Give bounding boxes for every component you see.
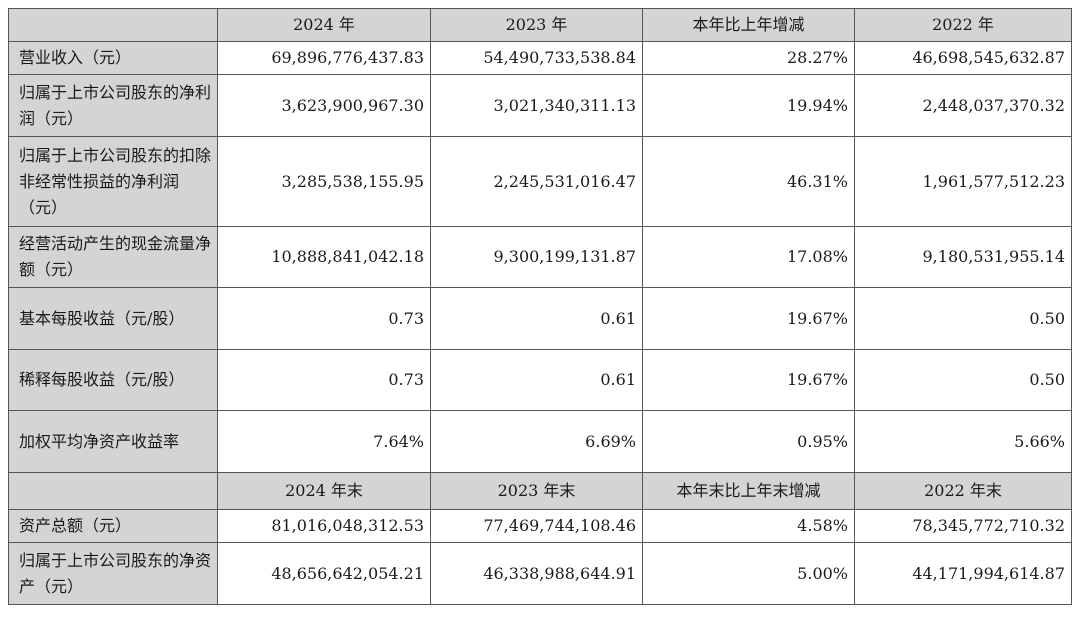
cell-2024: 0.73	[217, 287, 431, 350]
header-corner-cell	[8, 472, 218, 510]
cell-2023: 9,300,199,131.87	[430, 226, 643, 288]
header-year-end-2024: 2024 年末	[217, 472, 431, 510]
header-year-end-change: 本年末比上年末增减	[642, 472, 855, 510]
row-label: 资产总额（元）	[8, 509, 218, 543]
cell-2023: 0.61	[430, 349, 643, 411]
cell-2023: 6.69%	[430, 410, 643, 473]
header-row-annual: 2024 年 2023 年 本年比上年增减 2022 年	[8, 8, 1072, 42]
cell-2023: 77,469,744,108.46	[430, 509, 643, 543]
cell-2024: 81,016,048,312.53	[217, 509, 431, 543]
cell-2023: 3,021,340,311.13	[430, 74, 643, 137]
header-year-2024: 2024 年	[217, 8, 431, 42]
cell-2022: 0.50	[854, 287, 1072, 350]
cell-2024: 69,896,776,437.83	[217, 41, 431, 75]
cell-2022: 9,180,531,955.14	[854, 226, 1072, 288]
cell-2024: 0.73	[217, 349, 431, 411]
cell-change: 0.95%	[642, 410, 855, 473]
row-label: 经营活动产生的现金流量净额（元）	[8, 226, 218, 288]
cell-2022: 78,345,772,710.32	[854, 509, 1072, 543]
table-row-total-assets: 资产总额（元） 81,016,048,312.53 77,469,744,108…	[8, 509, 1072, 543]
table-row-revenue: 营业收入（元） 69,896,776,437.83 54,490,733,538…	[8, 41, 1072, 75]
row-label: 归属于上市公司股东的扣除非经常性损益的净利润（元）	[8, 136, 218, 227]
table-row-roe: 加权平均净资产收益率 7.64% 6.69% 0.95% 5.66%	[8, 410, 1072, 473]
header-year-2022: 2022 年	[854, 8, 1072, 42]
cell-2024: 48,656,642,054.21	[217, 542, 431, 605]
cell-2023: 0.61	[430, 287, 643, 350]
cell-change: 4.58%	[642, 509, 855, 543]
cell-2022: 2,448,037,370.32	[854, 74, 1072, 137]
row-label: 稀释每股收益（元/股）	[8, 349, 218, 411]
cell-2024: 3,623,900,967.30	[217, 74, 431, 137]
cell-2023: 2,245,531,016.47	[430, 136, 643, 227]
cell-change: 46.31%	[642, 136, 855, 227]
cell-2024: 3,285,538,155.95	[217, 136, 431, 227]
header-year-2023: 2023 年	[430, 8, 643, 42]
cell-2022: 0.50	[854, 349, 1072, 411]
cell-2022: 1,961,577,512.23	[854, 136, 1072, 227]
cell-2024: 10,888,841,042.18	[217, 226, 431, 288]
cell-change: 19.94%	[642, 74, 855, 137]
cell-2023: 46,338,988,644.91	[430, 542, 643, 605]
cell-change: 17.08%	[642, 226, 855, 288]
cell-2022: 46,698,545,632.87	[854, 41, 1072, 75]
cell-2022: 44,171,994,614.87	[854, 542, 1072, 605]
table-row-basic-eps: 基本每股收益（元/股） 0.73 0.61 19.67% 0.50	[8, 287, 1072, 350]
cell-change: 28.27%	[642, 41, 855, 75]
header-corner-cell	[8, 8, 218, 42]
header-yoy-change: 本年比上年增减	[642, 8, 855, 42]
financial-summary-table-container: 2024 年 2023 年 本年比上年增减 2022 年 营业收入（元） 69,…	[8, 8, 1072, 605]
table-row-net-profit: 归属于上市公司股东的净利润（元） 3,623,900,967.30 3,021,…	[8, 74, 1072, 137]
table-row-deducted-net-profit: 归属于上市公司股东的扣除非经常性损益的净利润（元） 3,285,538,155.…	[8, 136, 1072, 227]
cell-change: 19.67%	[642, 349, 855, 411]
cell-2022: 5.66%	[854, 410, 1072, 473]
financial-summary-table: 2024 年 2023 年 本年比上年增减 2022 年 营业收入（元） 69,…	[8, 8, 1072, 605]
table-row-net-assets: 归属于上市公司股东的净资产（元） 48,656,642,054.21 46,33…	[8, 542, 1072, 605]
header-year-end-2023: 2023 年末	[430, 472, 643, 510]
cell-2024: 7.64%	[217, 410, 431, 473]
row-label: 营业收入（元）	[8, 41, 218, 75]
cell-2023: 54,490,733,538.84	[430, 41, 643, 75]
header-row-year-end: 2024 年末 2023 年末 本年末比上年末增减 2022 年末	[8, 472, 1072, 510]
table-row-operating-cash-flow: 经营活动产生的现金流量净额（元） 10,888,841,042.18 9,300…	[8, 226, 1072, 288]
row-label: 基本每股收益（元/股）	[8, 287, 218, 350]
table-row-diluted-eps: 稀释每股收益（元/股） 0.73 0.61 19.67% 0.50	[8, 349, 1072, 411]
row-label: 归属于上市公司股东的净资产（元）	[8, 542, 218, 605]
row-label: 归属于上市公司股东的净利润（元）	[8, 74, 218, 137]
row-label: 加权平均净资产收益率	[8, 410, 218, 473]
cell-change: 5.00%	[642, 542, 855, 605]
cell-change: 19.67%	[642, 287, 855, 350]
header-year-end-2022: 2022 年末	[854, 472, 1072, 510]
